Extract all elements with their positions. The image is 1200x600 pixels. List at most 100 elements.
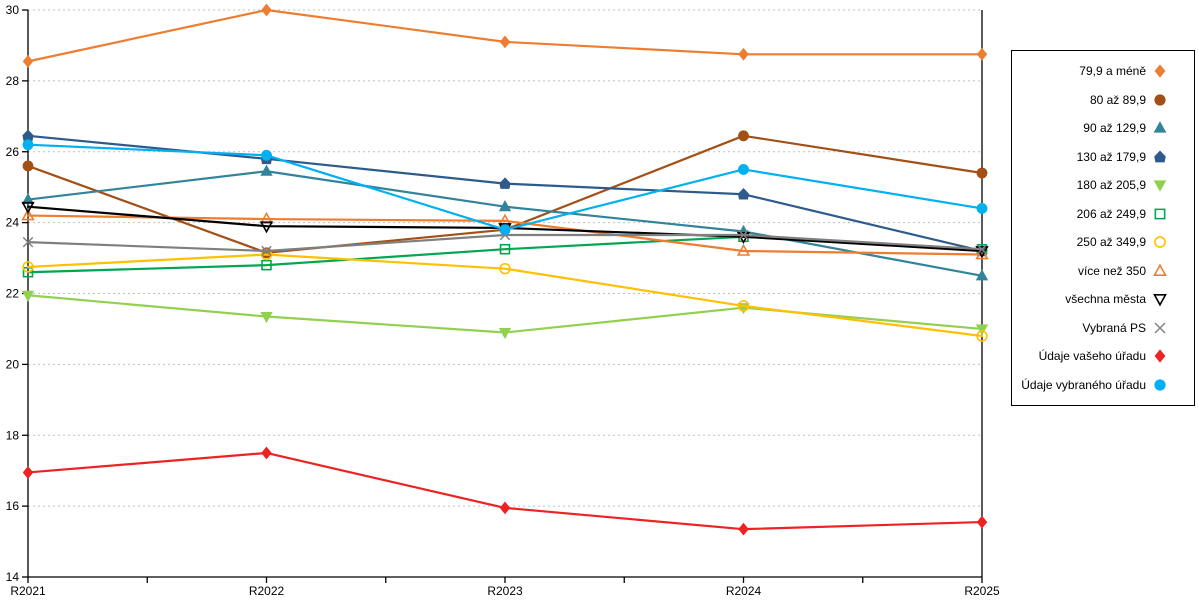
marker-triangle-up bbox=[21, 192, 35, 205]
legend-item-daje-vybran-ho-adu: Údaje vybraného úřadu bbox=[1012, 373, 1194, 397]
y-tick-label: 28 bbox=[6, 74, 20, 88]
marker-square bbox=[261, 259, 272, 271]
marker-square bbox=[1154, 208, 1166, 220]
marker-diamond bbox=[22, 466, 34, 479]
marker-triangle-down bbox=[260, 312, 273, 324]
legend-label: Údaje vybraného úřadu bbox=[1021, 377, 1146, 392]
marker-circle bbox=[22, 261, 34, 273]
legend-item-180-a-205-9: 180 až 205,9 bbox=[1012, 173, 1194, 197]
marker-pentagon bbox=[499, 177, 511, 189]
x-tick-label: R2025 bbox=[964, 584, 1000, 598]
circle-marker-icon bbox=[1154, 94, 1166, 106]
marker-circle bbox=[260, 248, 273, 261]
marker-triangle-up bbox=[975, 269, 989, 281]
y-tick-label: 18 bbox=[6, 428, 20, 442]
legend-label: Údaje vašeho úřadu bbox=[1038, 349, 1146, 364]
marker-circle bbox=[976, 167, 988, 179]
legend-item-130-a-179-9: 130 až 179,9 bbox=[1012, 145, 1194, 169]
y-tick-label: 22 bbox=[6, 287, 20, 301]
marker-triangle-down bbox=[1153, 294, 1167, 307]
triangle-up-marker-icon bbox=[1153, 263, 1167, 276]
marker-diamond bbox=[1154, 349, 1166, 363]
series-line-v-ce-ne-350 bbox=[26, 214, 984, 256]
triangle-down-marker-icon bbox=[1153, 294, 1167, 307]
marker-square bbox=[499, 243, 511, 255]
triangle-up-marker-icon bbox=[1153, 121, 1167, 133]
marker-triangle-up bbox=[21, 208, 35, 221]
marker-circle bbox=[22, 160, 34, 172]
square-marker-icon bbox=[1154, 208, 1166, 220]
circle-marker-icon bbox=[1154, 379, 1166, 391]
x-tick-label: R2021 bbox=[10, 584, 46, 598]
marker-triangle-up bbox=[1153, 263, 1167, 276]
marker-circle bbox=[976, 330, 988, 342]
legend-label: 130 až 179,9 bbox=[1076, 149, 1146, 164]
marker-pentagon bbox=[1154, 150, 1166, 163]
y-tick-label: 24 bbox=[6, 216, 20, 230]
legend-label: 80 až 89,9 bbox=[1089, 92, 1146, 107]
x-tick-label: R2023 bbox=[487, 584, 523, 598]
marker-diamond bbox=[976, 515, 988, 529]
marker-diamond bbox=[738, 522, 749, 536]
legend-label: 90 až 129,9 bbox=[1083, 121, 1146, 136]
marker-circle bbox=[1154, 94, 1166, 106]
marker-triangle-up bbox=[259, 211, 274, 224]
x-cross-marker-icon bbox=[1154, 322, 1166, 334]
marker-diamond bbox=[499, 35, 511, 49]
marker-circle bbox=[976, 203, 988, 214]
marker-circle bbox=[737, 300, 750, 312]
marker-circle bbox=[261, 149, 272, 161]
marker-pentagon bbox=[737, 187, 750, 200]
legend-item-79-9-a-m-n: 79,9 a méně bbox=[1012, 59, 1194, 83]
legend-label: 206 až 249,9 bbox=[1076, 206, 1146, 221]
marker-x-2 bbox=[738, 229, 749, 241]
x-tick-label: R2022 bbox=[249, 584, 285, 598]
legend-item-v-echna-m-sta: všechna města bbox=[1012, 287, 1194, 311]
x-tick-label: R2024 bbox=[726, 584, 762, 598]
legend-label: 79,9 a méně bbox=[1079, 64, 1146, 79]
marker-diamond bbox=[261, 3, 272, 17]
legend-label: 250 až 349,9 bbox=[1076, 235, 1146, 250]
marker-triangle-up bbox=[260, 164, 273, 176]
marker-circle bbox=[1154, 379, 1166, 391]
legend-item-80-a-89-9: 80 až 89,9 bbox=[1012, 88, 1194, 112]
series-line-250-a-349-9 bbox=[26, 253, 984, 338]
marker-triangle-down bbox=[975, 324, 989, 336]
y-tick-label: 30 bbox=[6, 3, 20, 17]
marker-x-2 bbox=[976, 243, 988, 255]
legend-item-vybran-ps: Vybraná PS bbox=[1012, 316, 1194, 340]
legend-label: všechna města bbox=[1065, 292, 1146, 307]
y-tick-label: 26 bbox=[6, 145, 20, 159]
legend-item-206-a-249-9: 206 až 249,9 bbox=[1012, 202, 1194, 226]
circle-marker-icon bbox=[1154, 236, 1166, 249]
y-tick-label: 14 bbox=[6, 570, 20, 584]
marker-circle bbox=[499, 262, 511, 275]
marker-circle bbox=[1154, 236, 1166, 249]
marker-triangle-down bbox=[21, 201, 35, 214]
marker-circle bbox=[738, 130, 749, 142]
y-tick-label: 20 bbox=[6, 357, 20, 371]
marker-diamond bbox=[499, 501, 511, 515]
series-line-180-a-205-9 bbox=[26, 294, 984, 334]
marker-diamond bbox=[22, 54, 34, 68]
marker-triangle-down bbox=[1153, 180, 1167, 193]
marker-triangle-down bbox=[21, 290, 35, 302]
legend-label: více než 350 bbox=[1077, 263, 1146, 278]
marker-triangle-down bbox=[259, 221, 274, 234]
diamond-marker-icon bbox=[1154, 64, 1166, 78]
marker-triangle-down bbox=[498, 327, 512, 340]
marker-circle bbox=[499, 224, 511, 236]
legend-box: 79,9 a méně 80 až 89,9 90 až 129,9 130 až 1… bbox=[1011, 50, 1195, 406]
marker-x-2 bbox=[261, 245, 272, 257]
legend-label: 180 až 205,9 bbox=[1076, 178, 1146, 193]
marker-triangle-up bbox=[736, 243, 751, 256]
marker-x-2 bbox=[22, 236, 34, 248]
marker-diamond bbox=[1154, 64, 1166, 78]
legend-item-daje-va-eho-adu: Údaje vašeho úřadu bbox=[1012, 344, 1194, 368]
diamond-marker-icon bbox=[1154, 349, 1166, 363]
marker-diamond bbox=[738, 47, 749, 61]
triangle-down-marker-icon bbox=[1153, 180, 1167, 193]
marker-circle bbox=[738, 164, 749, 175]
